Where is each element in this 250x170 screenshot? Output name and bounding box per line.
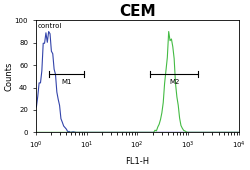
Text: M1: M1 xyxy=(61,79,72,85)
Text: control: control xyxy=(38,23,62,29)
Text: M2: M2 xyxy=(169,79,179,85)
Y-axis label: Counts: Counts xyxy=(4,62,13,91)
Title: CEM: CEM xyxy=(119,4,156,19)
X-axis label: FL1-H: FL1-H xyxy=(125,157,149,166)
